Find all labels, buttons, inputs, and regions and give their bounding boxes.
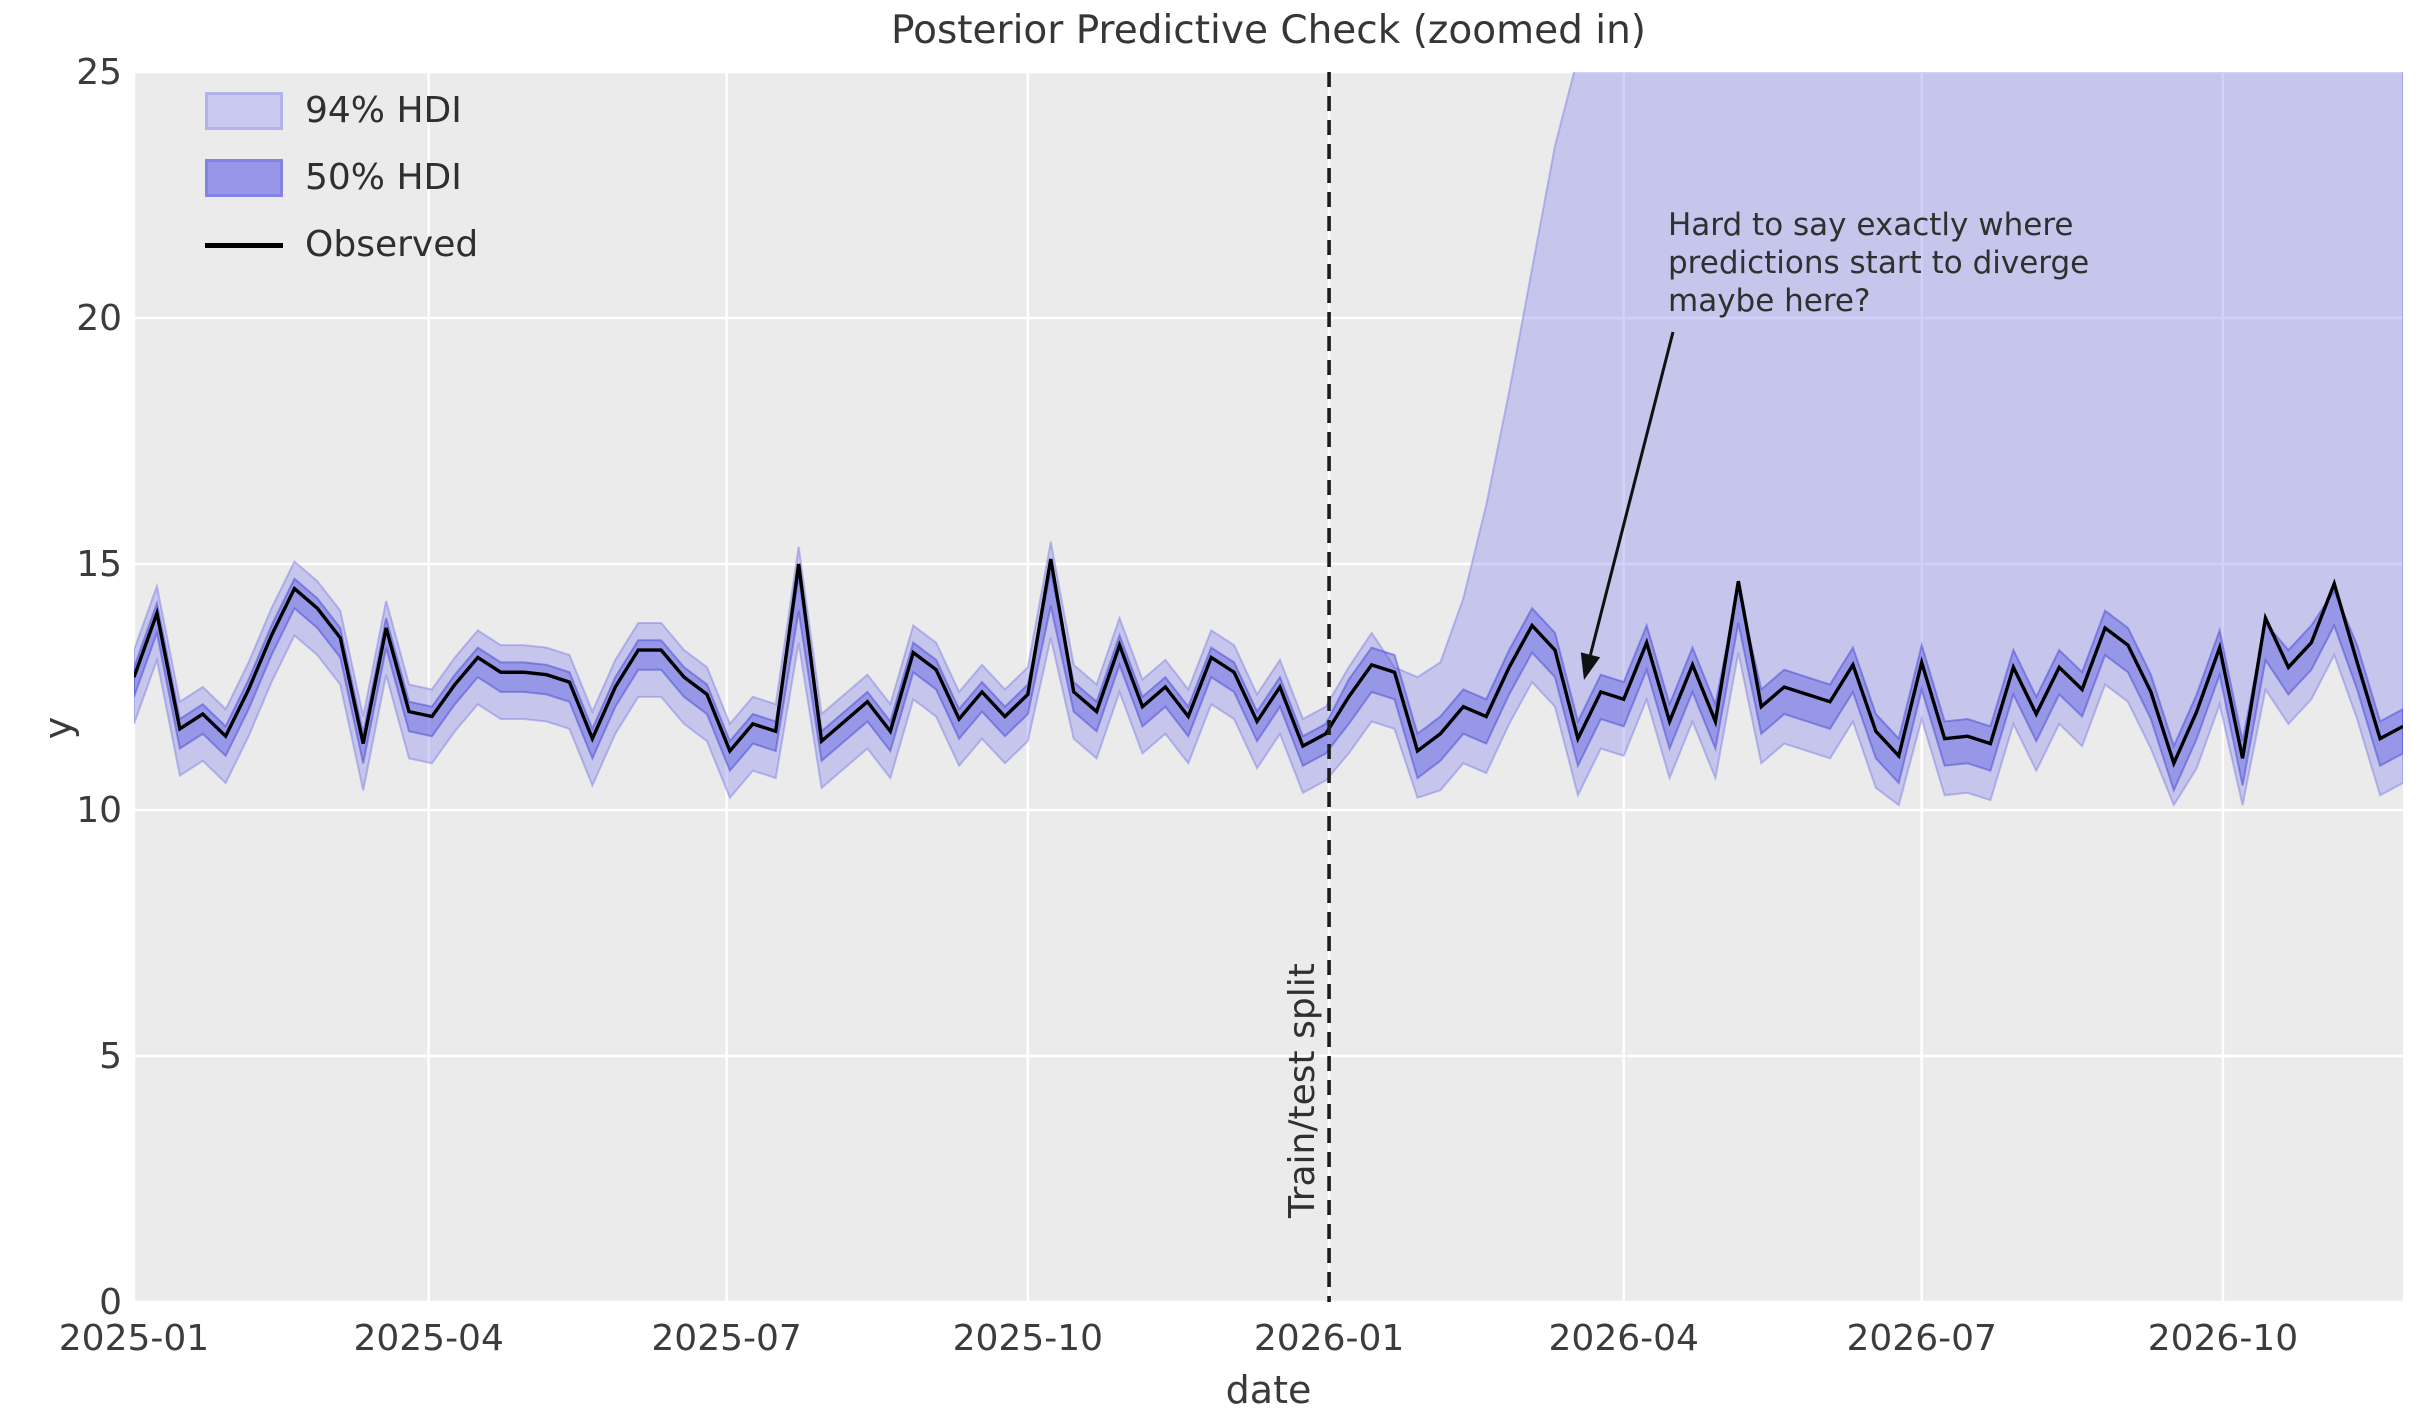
legend-label-hdi94: 94% HDI [305, 90, 462, 131]
legend-item-observed: Observed [205, 226, 478, 264]
hdi50-band [134, 571, 2403, 794]
hdi94-swatch-icon [205, 92, 283, 130]
y-tick-label: 5 [99, 1036, 122, 1077]
x-tick-label: 2026-04 [1549, 1318, 1699, 1359]
annotation-arrow-line [1588, 331, 1675, 656]
y-tick-label: 15 [76, 544, 122, 585]
hdi50-swatch-icon [205, 159, 283, 197]
hdi94-band [134, 72, 2403, 808]
x-tick-label: 2026-07 [1846, 1318, 1996, 1359]
x-tick-label: 2025-01 [59, 1318, 209, 1359]
observed-line [134, 558, 2403, 769]
x-tick-label: 2026-10 [2148, 1318, 2298, 1359]
annotation-arrow-head [1580, 652, 1601, 680]
annotation-line3: maybe here? [1668, 283, 1871, 319]
x-tick-label: 2025-10 [953, 1318, 1103, 1359]
legend-item-hdi94: 94% HDI [205, 92, 478, 130]
annotation-line1: Hard to say exactly where [1668, 207, 2074, 243]
annotation-line2: predictions start to diverge [1668, 245, 2090, 281]
annotation-text: Hard to say exactly where predictions st… [1668, 206, 2089, 320]
y-tick-label: 10 [76, 790, 122, 831]
train-test-split-label: Train/test split [1282, 963, 1323, 1218]
chart-title: Posterior Predictive Check (zoomed in) [890, 8, 1647, 53]
x-axis-label: date [1225, 1368, 1312, 1412]
observed-line-swatch-icon [205, 226, 283, 264]
legend: 94% HDI 50% HDI Observed [205, 92, 478, 293]
legend-label-observed: Observed [305, 224, 479, 265]
x-tick-label: 2026-01 [1254, 1318, 1404, 1359]
y-axis-label: y [36, 716, 80, 740]
y-tick-label: 0 [99, 1282, 122, 1323]
x-tick-label: 2025-07 [651, 1318, 801, 1359]
y-tick-label: 25 [76, 52, 122, 93]
y-tick-label: 20 [76, 298, 122, 339]
x-tick-label: 2025-04 [353, 1318, 503, 1359]
legend-label-hdi50: 50% HDI [305, 157, 462, 198]
legend-item-hdi50: 50% HDI [205, 159, 478, 197]
